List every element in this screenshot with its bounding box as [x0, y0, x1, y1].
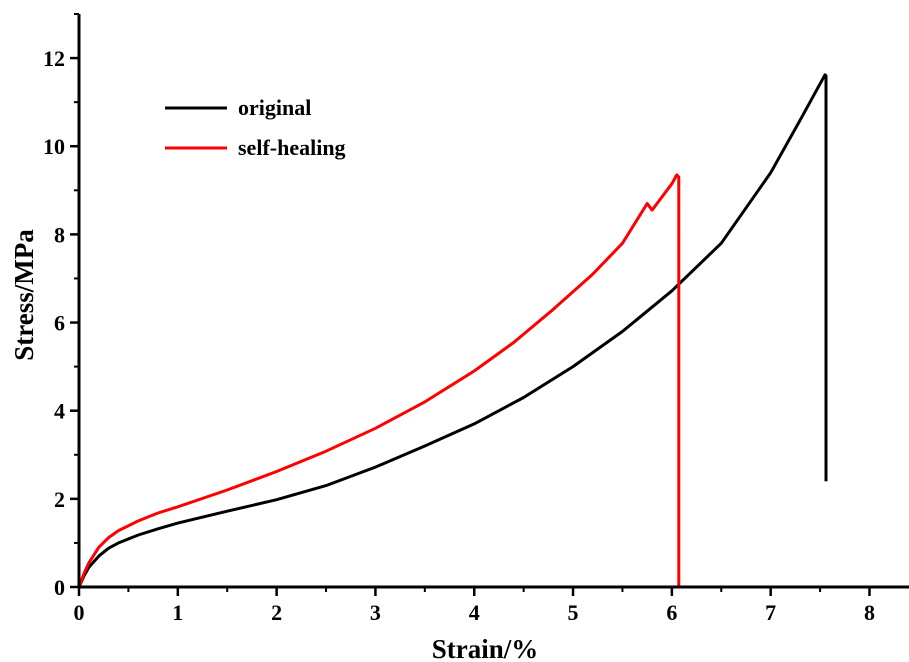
y-axis-title: Stress/MPa	[9, 229, 39, 361]
x-tick-label: 5	[568, 600, 579, 625]
x-tick-label: 1	[172, 600, 183, 625]
y-tick-label: 0	[54, 575, 65, 600]
series-line-self-healing	[77, 173, 681, 588]
y-tick-label: 4	[54, 399, 65, 424]
x-axis-title: Strain/%	[432, 634, 539, 662]
x-tick-label: 0	[74, 600, 85, 625]
x-tick-label: 4	[469, 600, 480, 625]
x-tick-label: 7	[765, 600, 776, 625]
y-tick-label: 10	[43, 134, 65, 159]
y-tick-label: 2	[54, 487, 65, 512]
series-line-original	[77, 73, 828, 588]
x-tick-label: 8	[864, 600, 875, 625]
plot-area	[77, 73, 828, 588]
legend-label-self-healing: self-healing	[238, 135, 346, 160]
legend: original self-healing	[165, 95, 346, 160]
y-tick-label: 6	[54, 311, 65, 336]
x-tick-label: 2	[271, 600, 282, 625]
y-tick-label: 8	[54, 222, 65, 247]
legend-label-original: original	[238, 95, 311, 120]
y-tick-label: 12	[43, 46, 65, 71]
x-tick-label: 3	[370, 600, 381, 625]
x-tick-label: 6	[666, 600, 677, 625]
